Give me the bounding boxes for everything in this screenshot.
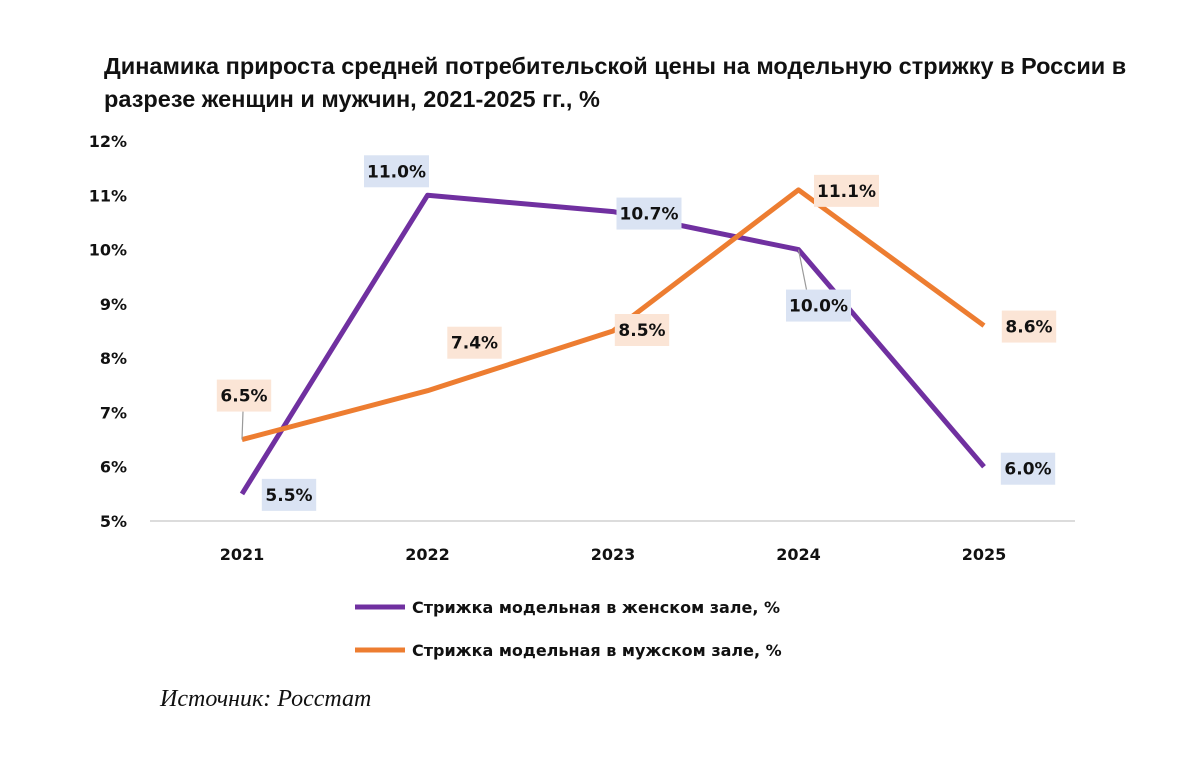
- legend-label-male: Стрижка модельная в мужском зале, %: [412, 641, 782, 660]
- x-tick-label: 2021: [220, 545, 265, 564]
- series-line-male: [241, 187, 986, 443]
- data-label-box: [261, 478, 317, 511]
- data-label: 10.0%: [789, 297, 848, 317]
- data-label: 11.0%: [367, 162, 426, 182]
- y-tick-label: 10%: [89, 241, 127, 260]
- data-label: 5.5%: [265, 486, 312, 506]
- data-label: 11.1%: [817, 182, 876, 202]
- data-label-box: [616, 197, 682, 230]
- source-note: Источник: Росстат: [160, 686, 372, 712]
- legend-label-female: Стрижка модельная в женском зале, %: [412, 598, 780, 617]
- data-label-box: [1001, 310, 1057, 343]
- series-line-female: [239, 192, 986, 496]
- y-tick-label: 11%: [89, 186, 127, 205]
- x-tick-label: 2022: [405, 545, 450, 564]
- leader-line: [797, 249, 808, 290]
- y-tick-label: 5%: [100, 512, 127, 531]
- data-label: 8.6%: [1005, 318, 1052, 338]
- chart-title: Динамика прироста средней потребительско…: [104, 53, 1127, 112]
- data-label-box: [814, 174, 879, 207]
- y-tick-label: 8%: [100, 349, 127, 368]
- data-label: 10.7%: [620, 205, 679, 225]
- data-label: 8.5%: [618, 321, 665, 341]
- data-label: 7.4%: [451, 334, 498, 354]
- x-tick-label: 2024: [776, 545, 821, 564]
- data-label: 6.5%: [220, 387, 267, 407]
- y-tick-label: 6%: [100, 458, 127, 477]
- x-tick-label: 2025: [962, 545, 1007, 564]
- data-label: 6.0%: [1004, 460, 1051, 480]
- data-label-box: [216, 379, 272, 412]
- data-label-box: [1000, 452, 1056, 485]
- data-label-box: [364, 155, 429, 188]
- data-label-box: [614, 314, 670, 346]
- data-label-box: [786, 289, 851, 322]
- y-tick-label: 7%: [100, 403, 127, 422]
- y-tick-label: 9%: [100, 295, 127, 314]
- y-tick-label: 12%: [89, 132, 127, 151]
- data-label-box: [447, 326, 502, 359]
- leader-line: [241, 411, 244, 440]
- x-tick-label: 2023: [591, 545, 636, 564]
